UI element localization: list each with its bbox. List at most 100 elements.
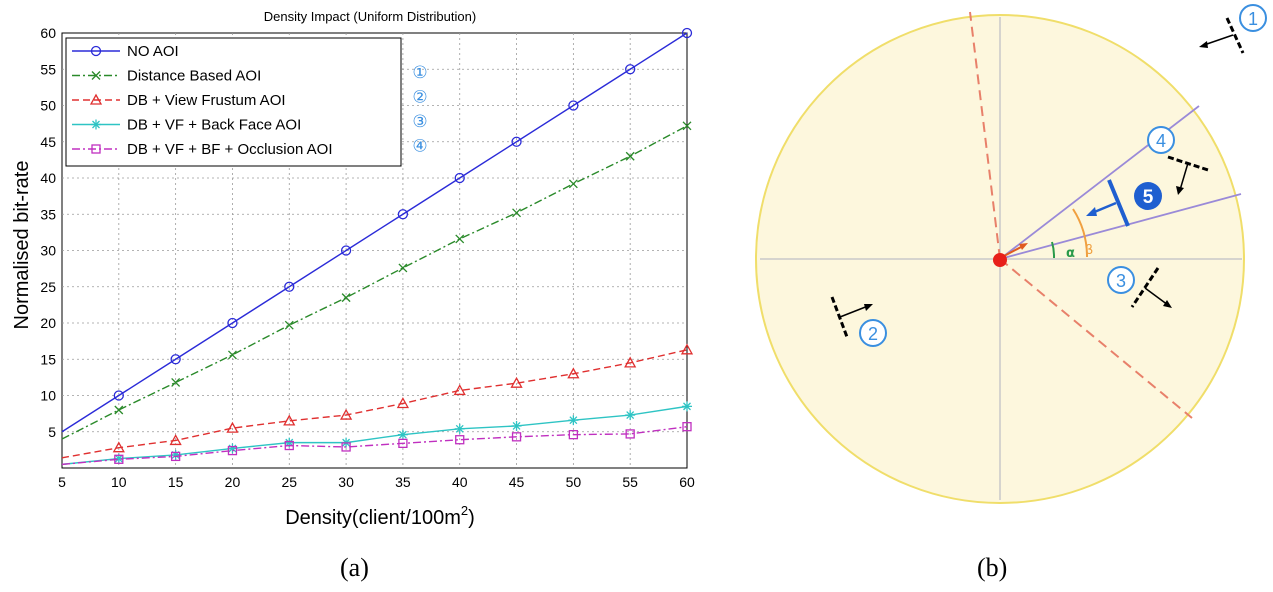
badge-5-label: 5 bbox=[1143, 187, 1154, 208]
x-axis-label-close: ) bbox=[468, 507, 475, 529]
x-tick-label: 15 bbox=[168, 474, 184, 490]
heading-arrow bbox=[1003, 245, 1024, 257]
square-marker bbox=[455, 435, 465, 445]
alpha-label: α bbox=[1066, 246, 1075, 261]
beta-label: β bbox=[1085, 243, 1093, 258]
triangle-marker bbox=[339, 408, 353, 420]
occluder-arrow bbox=[1091, 201, 1117, 215]
caption-a: (a) bbox=[340, 553, 369, 582]
x-marker bbox=[114, 405, 124, 415]
legend-annotations: ① ② ③ ④ bbox=[412, 63, 427, 157]
legend-label: Distance Based AOI bbox=[127, 68, 261, 85]
y-tick-label: 15 bbox=[40, 351, 56, 367]
square-marker bbox=[511, 432, 522, 442]
series-layer bbox=[61, 27, 694, 466]
entity-2-wall bbox=[830, 296, 849, 338]
entity-1-wall bbox=[1225, 17, 1245, 54]
caption-b: (b) bbox=[977, 553, 1008, 582]
series-line bbox=[61, 125, 688, 440]
legend-label: NO AOI bbox=[127, 43, 179, 60]
entity-2: 2 bbox=[830, 296, 887, 347]
triangle-marker bbox=[453, 384, 466, 396]
x-tick-label: 45 bbox=[509, 474, 525, 490]
heading-arrow-head bbox=[1019, 243, 1028, 250]
legend: NO AOI Distance Based AOI DB + View Frustu… bbox=[65, 37, 402, 167]
circle-marker bbox=[113, 390, 124, 401]
x-axis-label-text: Density(client/100m bbox=[285, 507, 461, 529]
legend-entry: DB + VF + Back Face AOI bbox=[72, 117, 301, 134]
x-marker bbox=[284, 320, 294, 330]
x-marker bbox=[91, 71, 101, 80]
x-axis-label: Density(client/100m2) bbox=[285, 503, 475, 529]
circle-marker bbox=[454, 172, 465, 184]
annotation-badge: ④ bbox=[412, 137, 427, 157]
entity-4-arrow-head bbox=[1176, 186, 1184, 195]
x-tick-label: 35 bbox=[395, 474, 411, 490]
legend-entry: DB + VF + BF + Occlusion AOI bbox=[72, 141, 333, 158]
circle-marker bbox=[568, 100, 579, 111]
entity-3-arrow bbox=[1144, 287, 1169, 306]
x-marker bbox=[171, 377, 181, 387]
triangle-marker bbox=[680, 343, 694, 355]
badge-1 bbox=[1239, 4, 1267, 32]
x-axis-ticks: 5 10 15 20 25 30 35 40 45 50 55 60 bbox=[58, 474, 695, 490]
entity-4-arrow bbox=[1179, 162, 1189, 191]
entity-3-arrow-head bbox=[1163, 300, 1172, 308]
x-tick-label: 50 bbox=[566, 474, 582, 490]
x-marker bbox=[682, 121, 692, 131]
series-1 bbox=[61, 27, 693, 433]
square-marker bbox=[91, 144, 101, 154]
circle-marker bbox=[397, 209, 409, 220]
y-tick-label: 45 bbox=[40, 134, 56, 150]
triangle-marker bbox=[89, 93, 103, 105]
badge-3-label: 3 bbox=[1116, 271, 1126, 291]
entity-3-wall bbox=[1130, 267, 1160, 308]
x-marker bbox=[568, 179, 578, 189]
x-tick-label: 55 bbox=[622, 474, 638, 490]
circle-marker bbox=[227, 317, 238, 329]
legend-entry: DB + View Frustum AOI bbox=[72, 92, 286, 109]
square-marker bbox=[114, 454, 124, 464]
square-marker bbox=[568, 429, 579, 440]
x-tick-label: 20 bbox=[225, 474, 241, 490]
occluder-bar bbox=[1107, 179, 1130, 227]
entity-2-arrow bbox=[839, 305, 869, 318]
x-tick-label: 40 bbox=[452, 474, 468, 490]
legend-label: DB + View Frustum AOI bbox=[127, 92, 286, 109]
grid-lines bbox=[62, 33, 687, 468]
triangle-marker bbox=[112, 441, 125, 453]
y-tick-label: 55 bbox=[40, 61, 56, 77]
y-axis-ticks: 5 10 15 20 25 30 35 40 45 50 55 60 bbox=[40, 25, 56, 440]
triangle-marker bbox=[169, 434, 182, 446]
viewer-center-dot bbox=[993, 253, 1007, 267]
legend-label: DB + VF + BF + Occlusion AOI bbox=[127, 141, 333, 158]
triangle-marker bbox=[510, 376, 523, 388]
circle-marker bbox=[284, 281, 295, 292]
frustum-edge-lower bbox=[999, 193, 1242, 260]
square-marker bbox=[625, 429, 635, 439]
badge-1-label: 1 bbox=[1248, 9, 1258, 29]
annotation-badge: ① bbox=[412, 63, 427, 83]
entity-1: 1 bbox=[1199, 4, 1267, 54]
square-marker bbox=[170, 451, 181, 462]
x-marker bbox=[398, 263, 408, 273]
y-tick-label: 50 bbox=[40, 98, 56, 114]
x-marker bbox=[455, 234, 465, 244]
series-line bbox=[61, 405, 688, 466]
star-marker bbox=[454, 423, 465, 434]
x-marker bbox=[625, 151, 635, 161]
y-tick-label: 35 bbox=[40, 206, 56, 222]
x-marker bbox=[227, 350, 237, 360]
y-tick-label: 25 bbox=[40, 279, 56, 295]
series-4 bbox=[61, 401, 692, 466]
star-marker bbox=[568, 415, 579, 426]
square-marker bbox=[682, 422, 692, 432]
series-line bbox=[61, 349, 688, 459]
circle-marker bbox=[340, 245, 352, 256]
entity-1-arrow bbox=[1203, 34, 1234, 46]
chart-title: Density Impact (Uniform Distribution) bbox=[264, 9, 476, 24]
x-tick-label: 10 bbox=[111, 474, 127, 490]
badge-4-label: 4 bbox=[1156, 131, 1166, 151]
entity-3: 3 bbox=[1107, 266, 1172, 308]
